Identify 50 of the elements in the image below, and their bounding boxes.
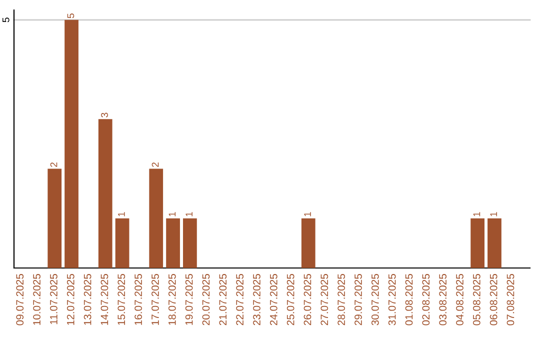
x-tick-label: 24.07.2025 [270, 274, 278, 326]
x-tick-label: 31.07.2025 [388, 274, 396, 326]
x-tick-label: 01.08.2025 [405, 274, 413, 326]
x-tick-label: 15.07.2025 [118, 274, 126, 325]
x-tick-label: 14.07.2025 [100, 274, 108, 325]
x-tick-label: 30.07.2025 [371, 274, 379, 326]
bar [149, 168, 164, 268]
x-tick-label: 26.07.2025 [304, 274, 312, 326]
x-tick-label: 22.07.2025 [236, 274, 244, 326]
bar [166, 218, 180, 268]
x-tick-label: 09.07.2025 [16, 274, 24, 326]
x-tick-label: 02.08.2025 [422, 274, 430, 326]
data-label: 1 [168, 212, 176, 216]
x-tick-label: 10.07.2025 [33, 274, 40, 325]
x-tick-label: 07.08.2025 [506, 274, 514, 326]
data-label: 2 [50, 162, 58, 167]
bar [301, 218, 316, 268]
data-label: 1 [118, 212, 125, 216]
data-label: 3 [101, 112, 108, 118]
data-label: 1 [490, 212, 497, 216]
x-tick-label: 28.07.2025 [338, 274, 346, 326]
x-tick-label: 17.07.2025 [152, 274, 159, 325]
x-tick-label: 05.08.2025 [472, 274, 480, 326]
x-tick-label: 06.08.2025 [490, 274, 498, 326]
x-tick-label: 21.07.2025 [219, 274, 227, 326]
x-tick-label: 23.07.2025 [253, 274, 260, 326]
x-tick-label: 11.07.2025 [50, 274, 58, 324]
bar [488, 218, 502, 268]
x-tick-label: 13.07.2025 [84, 274, 92, 325]
x-tick-label: 25.07.2025 [286, 274, 294, 326]
bar [64, 20, 78, 268]
x-tick-label: 04.08.2025 [456, 274, 464, 326]
x-tick-label: 03.08.2025 [439, 274, 447, 326]
bar [115, 218, 130, 268]
x-tick-label: 27.07.2025 [320, 274, 328, 326]
data-label: 1 [304, 212, 311, 216]
x-tick-label: 20.07.2025 [202, 274, 210, 326]
x-tick-label: 16.07.2025 [134, 274, 142, 325]
data-label: 5 [67, 14, 74, 18]
bar [470, 218, 484, 268]
x-tick-label: 29.07.2025 [354, 274, 362, 326]
data-label: 1 [473, 212, 480, 216]
x-tick-label: 12.07.2025 [66, 274, 74, 325]
data-label: 1 [186, 212, 192, 216]
bar [183, 218, 197, 268]
x-tick-label: 19.07.2025 [185, 274, 193, 325]
data-label: 2 [152, 162, 159, 167]
bar [98, 119, 112, 268]
bar [48, 168, 62, 268]
x-tick-label: 18.07.2025 [168, 274, 176, 325]
